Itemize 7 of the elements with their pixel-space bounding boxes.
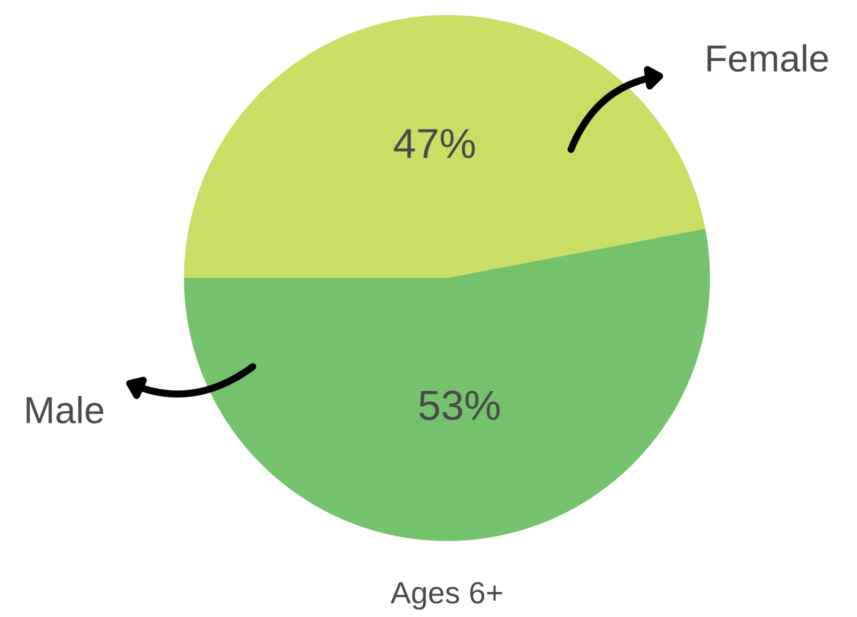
data-label: 47% (394, 128, 475, 158)
pie-slice (184, 15, 706, 278)
pie-slice (184, 228, 710, 541)
slice-label: Female (708, 44, 828, 72)
data-label: 53% (419, 390, 500, 420)
text: Ages 6+ (390, 582, 502, 610)
slice-label: Male (26, 396, 104, 424)
